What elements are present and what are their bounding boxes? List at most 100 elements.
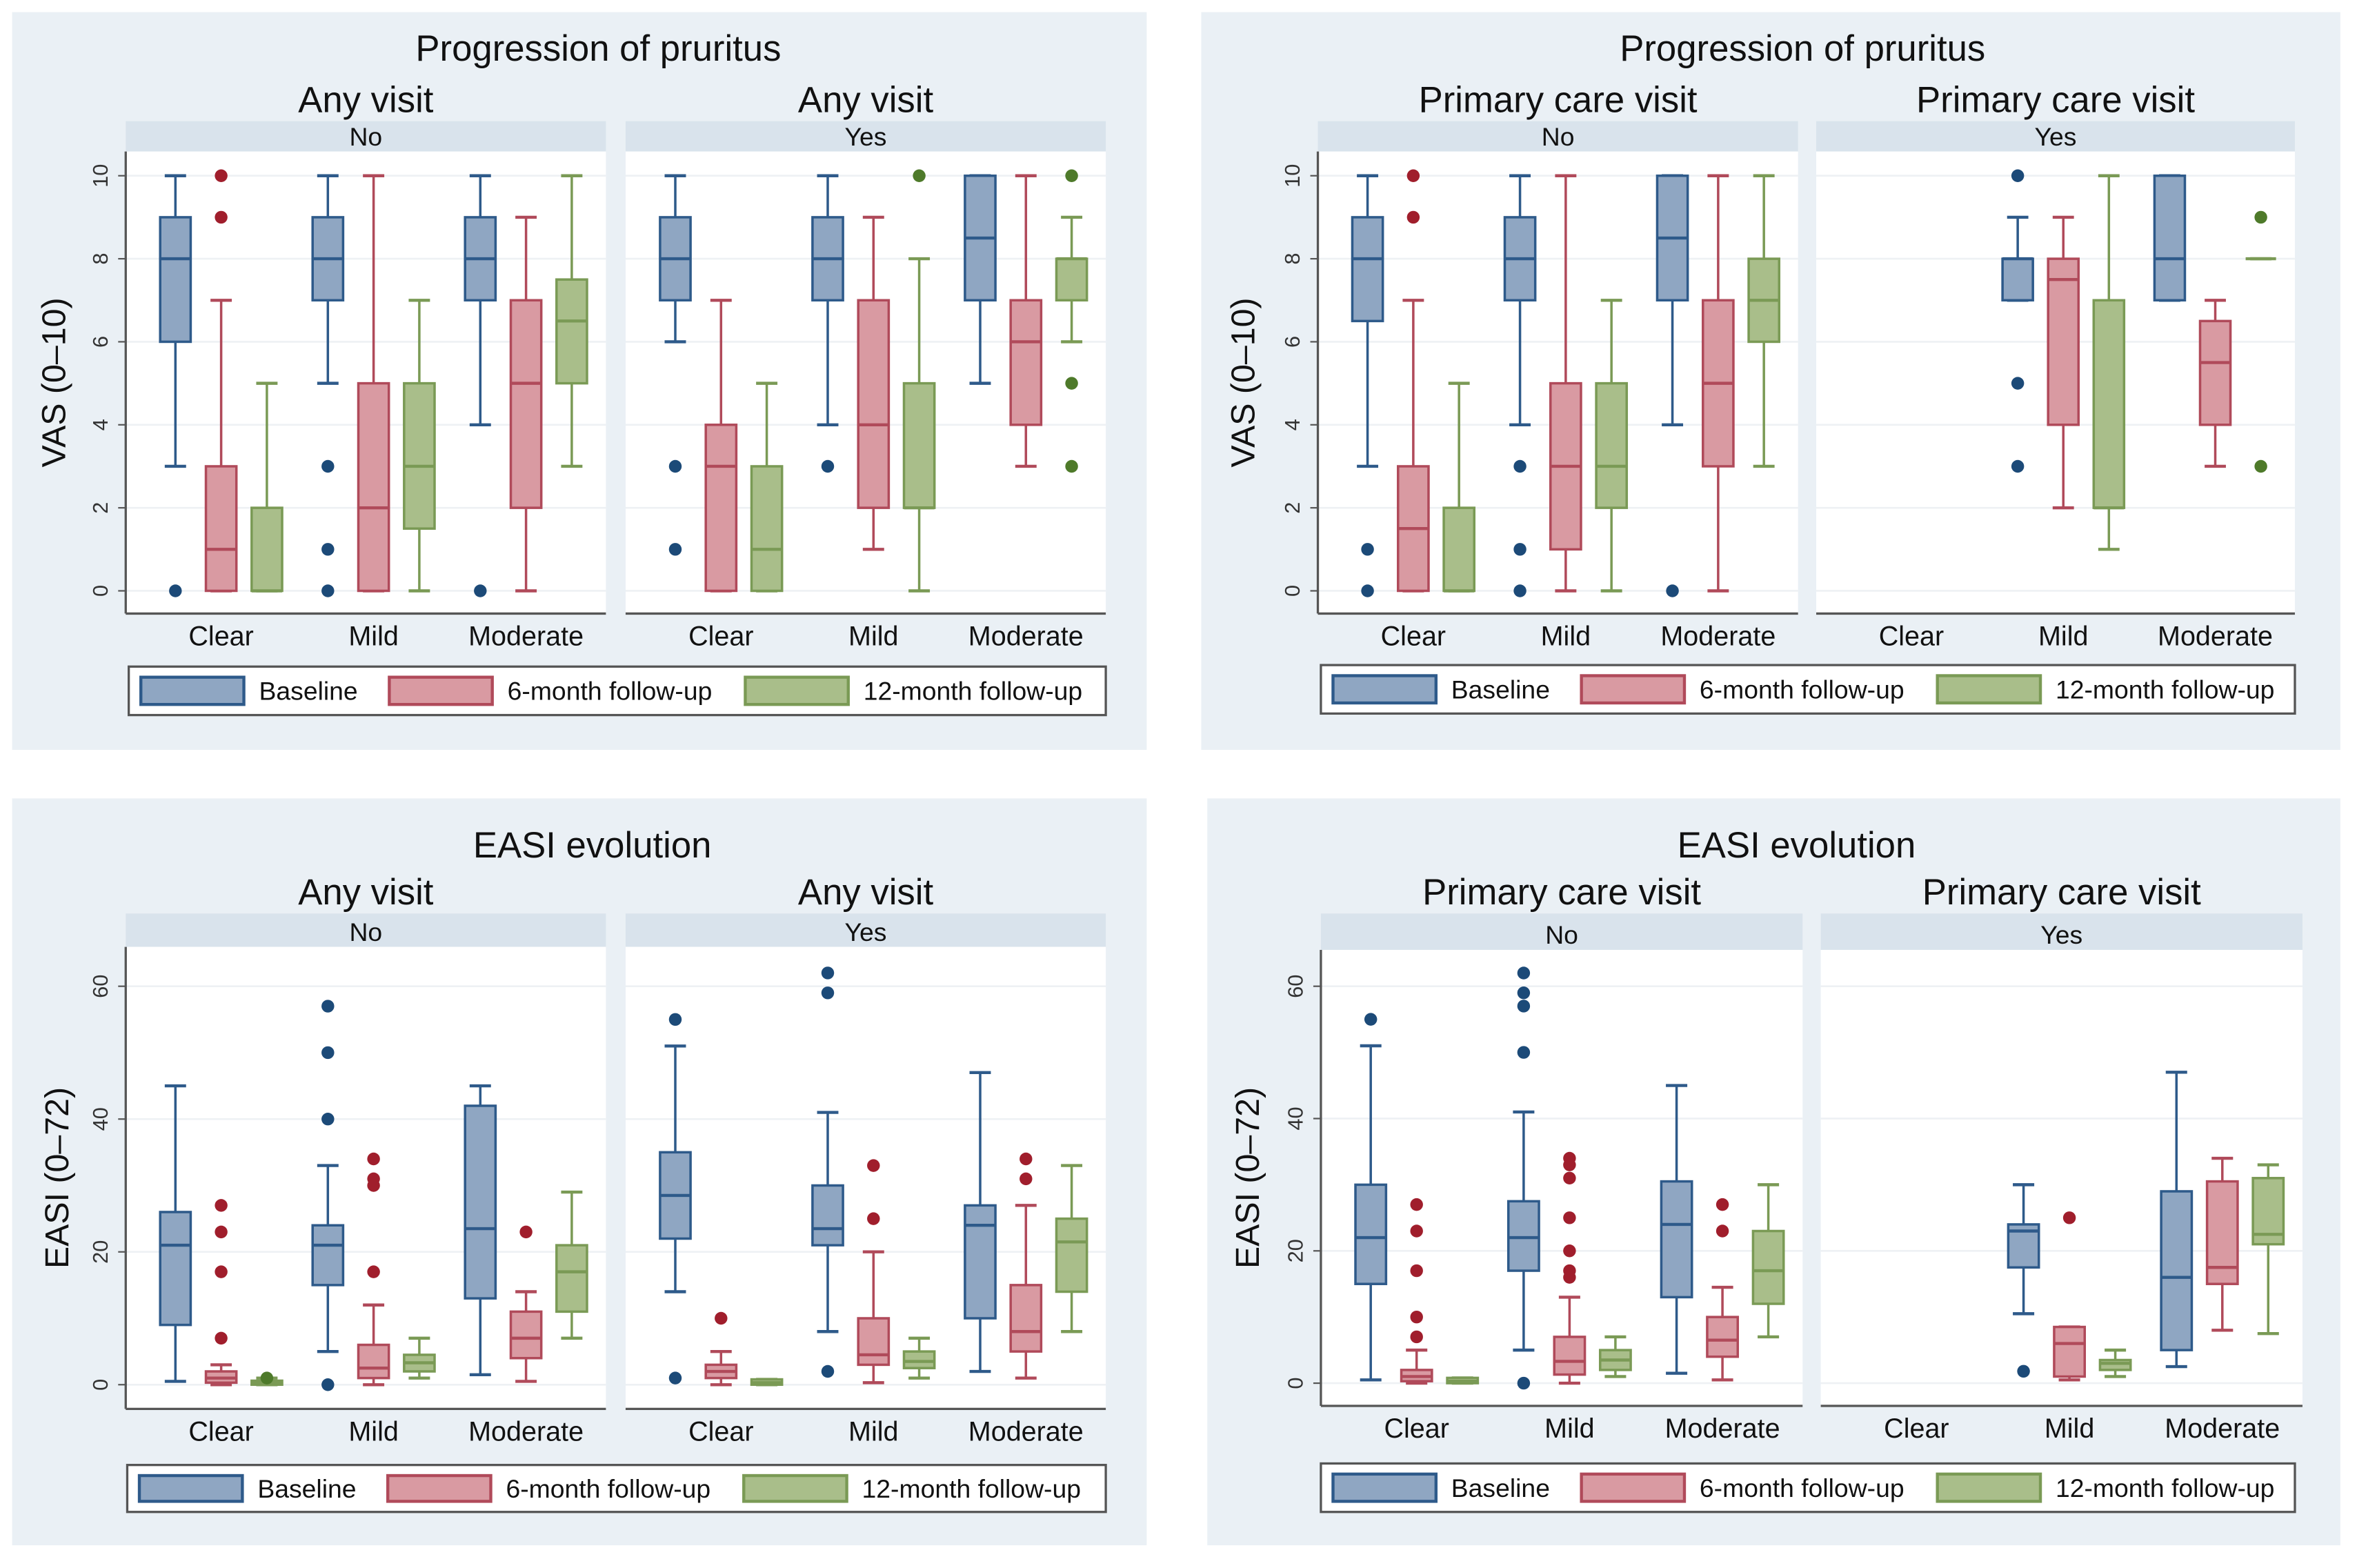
y-tick-label: 40 — [1284, 1106, 1308, 1130]
box-12-month-follow-up — [403, 299, 436, 593]
outlier-point — [321, 1046, 335, 1060]
category-label: Moderate — [968, 1417, 1084, 1447]
outlier-point — [321, 584, 335, 597]
box-12-month-follow-up — [1747, 174, 1781, 468]
outlier-point — [1563, 1211, 1576, 1224]
legend-label: 6-month follow-up — [506, 1474, 710, 1503]
box-baseline — [1351, 174, 1384, 597]
outlier-point — [1065, 169, 1078, 182]
outlier-point — [215, 1331, 228, 1345]
legend-swatch-1 — [137, 1473, 244, 1503]
outlier-point — [1517, 966, 1531, 980]
box-12-month-follow-up — [1595, 299, 1629, 593]
box-baseline — [1655, 174, 1689, 597]
outlier-point — [2011, 169, 2025, 182]
outlier-point — [321, 543, 335, 556]
box-6-month-follow-up — [1400, 1198, 1433, 1385]
legend-swatch-2 — [1580, 674, 1687, 705]
facet-no: Any visit No 0 20 40 60 Clear Mild Moderate — [88, 872, 606, 1447]
outlier-point — [2254, 210, 2267, 224]
legend-frame — [128, 665, 1107, 717]
outlier-point — [321, 1000, 335, 1013]
facet-title: Any visit — [798, 872, 934, 913]
category-label: Mild — [1541, 622, 1591, 652]
y-tick-label: 0 — [1284, 1378, 1308, 1389]
box-baseline — [311, 174, 345, 597]
box-baseline — [311, 1000, 345, 1391]
outlier-point — [2011, 377, 2025, 390]
category-label: Moderate — [1660, 622, 1776, 652]
y-tick-label: 6 — [1280, 336, 1304, 348]
box-iqr — [857, 1317, 891, 1367]
outlier-point — [215, 1199, 228, 1212]
legend-frame — [1320, 1462, 2296, 1514]
box-12-month-follow-up — [750, 381, 784, 593]
legend-label: 6-month follow-up — [1700, 675, 1905, 704]
box-iqr — [159, 216, 192, 344]
box-baseline — [2153, 174, 2187, 302]
box-iqr — [1553, 1336, 1587, 1376]
box-iqr — [1660, 1180, 1693, 1299]
box-iqr — [2153, 174, 2187, 302]
box-6-month-follow-up — [1702, 174, 1735, 593]
outlier-point — [1517, 1046, 1531, 1059]
facet-strip-label: No — [349, 122, 382, 151]
outlier-point — [1715, 1224, 1729, 1238]
box-baseline — [811, 966, 844, 1378]
facet-strip-label: No — [349, 917, 382, 946]
legend-label: 6-month follow-up — [508, 677, 713, 706]
box-iqr — [902, 1350, 936, 1369]
box-6-month-follow-up — [1549, 174, 1582, 593]
facet-strip — [1816, 121, 2295, 152]
box-baseline — [464, 174, 497, 597]
outlier-point — [1410, 1330, 1423, 1344]
box-12-month-follow-up — [403, 1336, 436, 1380]
category-label: Mild — [1544, 1413, 1594, 1444]
box-12-month-follow-up — [250, 1371, 284, 1387]
box-iqr — [902, 381, 936, 509]
legend-label: Baseline — [257, 1474, 356, 1503]
chart-title: Progression of pruritus — [415, 28, 781, 69]
outlier-point — [1406, 169, 1420, 182]
box-baseline — [2160, 1071, 2194, 1369]
box-baseline — [1503, 174, 1537, 597]
box-12-month-follow-up — [2251, 1163, 2285, 1336]
outlier-point — [367, 1152, 380, 1166]
y-tick-label: 10 — [1280, 164, 1304, 188]
box-baseline — [1354, 1013, 1388, 1382]
box-iqr — [2160, 1190, 2194, 1351]
category-label: Clear — [1384, 1413, 1449, 1444]
y-tick-label: 8 — [88, 253, 112, 265]
outlier-point — [1020, 1152, 1033, 1166]
outlier-point — [1065, 377, 1078, 390]
outlier-point — [1513, 543, 1526, 556]
y-tick-label: 40 — [88, 1107, 112, 1131]
y-tick-label: 4 — [1280, 419, 1304, 430]
outlier-point — [1065, 459, 1078, 473]
outlier-point — [1563, 1271, 1576, 1284]
outlier-point — [1406, 210, 1420, 224]
outlier-point — [1410, 1264, 1423, 1278]
facet-strip-label: Yes — [2040, 920, 2082, 949]
facet-no: Primary care visit No 0 20 40 60 Clear Mild Mode… — [1284, 872, 1803, 1444]
category-label: Clear — [1879, 622, 1944, 652]
box-6-month-follow-up — [1553, 1151, 1587, 1385]
outlier-point — [215, 1265, 228, 1278]
outlier-point — [821, 966, 835, 980]
box-6-month-follow-up — [2047, 215, 2080, 510]
box-12-month-follow-up — [902, 1336, 936, 1380]
outlier-point — [2011, 459, 2025, 473]
legend-swatch-2 — [1580, 1472, 1687, 1503]
legend-label: 6-month follow-up — [1700, 1473, 1905, 1502]
facet-strip — [625, 913, 1106, 947]
box-iqr — [2098, 1358, 2132, 1371]
category-label: Clear — [688, 1417, 753, 1447]
box-12-month-follow-up — [750, 1378, 784, 1387]
box-12-month-follow-up — [1055, 1164, 1088, 1333]
outlier-point — [1563, 1158, 1576, 1171]
box-iqr — [1055, 257, 1088, 302]
box-12-month-follow-up — [1598, 1335, 1632, 1378]
y-tick-label: 20 — [1284, 1239, 1308, 1262]
legend-label: 12-month follow-up — [2056, 675, 2274, 704]
y-axis-label: EASI (0–72) — [39, 1087, 76, 1269]
